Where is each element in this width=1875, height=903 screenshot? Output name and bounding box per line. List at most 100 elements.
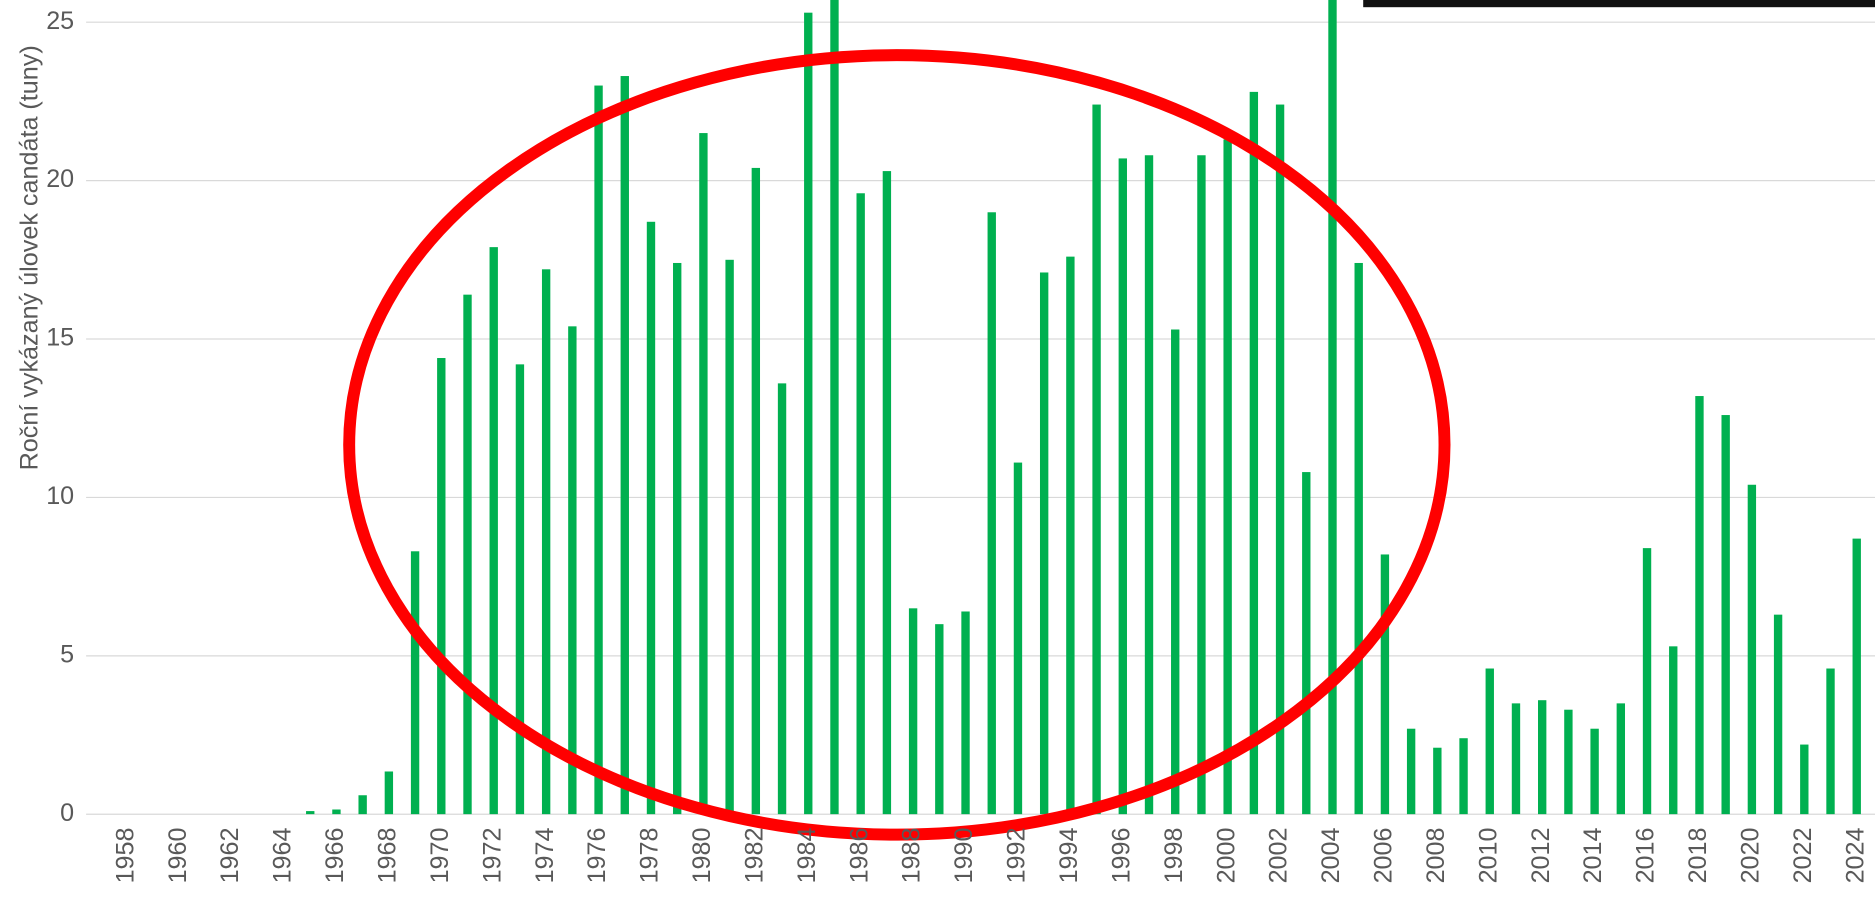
bar [1747,484,1757,815]
y-tick-label: 15 [46,324,74,352]
bar [1406,728,1416,815]
bar [515,364,525,815]
bar [804,12,813,815]
bar [1039,272,1049,815]
bar [306,811,315,815]
x-tick-label: 2012 [1527,827,1555,883]
x-tick-label: 1998 [1160,827,1188,883]
bar [1459,738,1468,815]
bar [1800,744,1809,815]
x-tick-label: 1960 [164,827,192,883]
bar [1275,104,1285,815]
x-tick-label: 1978 [636,827,664,883]
x-tick-label: 1992 [1003,827,1031,883]
bar [1302,472,1311,815]
x-tick-label: 1964 [269,827,297,883]
x-tick-label: 1982 [740,827,768,883]
bar [1616,703,1626,815]
bar [1354,262,1363,815]
bar [332,809,341,815]
x-tick-label: 2018 [1684,827,1712,883]
y-axis-label: Roční vykázaný úlovek candáta (tuny) [16,45,44,470]
bar [620,76,629,815]
x-tick-label: 1958 [111,827,139,883]
x-tick-label: 2010 [1474,827,1502,883]
bar [1564,709,1573,815]
x-tick-label: 2000 [1212,827,1240,883]
bar [1695,396,1704,815]
bar [1642,548,1652,815]
x-tick-label: 1984 [793,827,821,883]
x-tick-label: 1980 [688,827,716,883]
bar [1721,415,1730,815]
x-tick-label: 2008 [1422,827,1450,883]
x-tick-label: 1976 [583,827,611,883]
bar [987,212,996,815]
bar [1092,104,1101,815]
bar [410,551,420,815]
grid [86,21,1875,815]
bar [856,193,865,815]
bar [1066,256,1075,815]
x-tick-label: 2024 [1841,827,1869,883]
bar [1144,155,1154,815]
bar [673,262,682,815]
bar [489,247,498,815]
bar [1197,155,1206,815]
bar [699,133,708,815]
bar [1118,158,1127,815]
x-tick-label: 1988 [898,827,926,883]
bar [541,269,551,815]
bar [1773,614,1783,815]
y-tick-label: 5 [60,640,74,668]
x-tick-label: 1968 [374,827,402,883]
bars [306,0,1861,815]
x-tick-label: 2020 [1737,827,1765,883]
y-tick-label: 25 [46,7,74,35]
bar [594,85,603,815]
bar [1433,747,1442,815]
bar [358,795,367,815]
x-tick-label: 1996 [1107,827,1135,883]
bar [1590,728,1599,815]
bar [1669,646,1678,815]
bar [568,326,577,815]
x-tick-label: 1994 [1055,827,1083,883]
bar [437,358,446,815]
bar [384,771,394,815]
bar [725,259,734,815]
bar [1013,462,1023,815]
bar [1223,139,1232,815]
bar [1826,668,1835,815]
bar [777,383,787,815]
bar [646,221,656,815]
x-tick-label: 1986 [845,827,873,883]
bar [1511,703,1521,815]
x-tick-label: 2022 [1789,827,1817,883]
x-tick-label: 1970 [426,827,454,883]
x-tick-label: 1972 [478,827,506,883]
bar [1380,554,1390,815]
bar [751,167,761,815]
highlight-ellipse [343,49,1451,841]
x-tick-label: 2014 [1579,827,1607,883]
bar [1852,538,1861,815]
y-tick-label: 20 [46,165,74,193]
x-tick-label: 2002 [1265,827,1293,883]
y-tick-label: 0 [60,799,74,827]
bar [1328,0,1337,815]
x-tick-label: 1974 [531,827,559,883]
bar [1538,700,1547,815]
bar [882,171,892,815]
x-tick-label: 2006 [1370,827,1398,883]
bar [463,294,472,815]
bar [908,608,918,815]
bar [935,624,944,815]
x-tick-label: 1966 [321,827,349,883]
bar [961,611,970,815]
x-tick-label: 2004 [1317,827,1345,883]
bar [830,0,839,815]
photo-inset [1363,0,1875,8]
x-tick-label: 1962 [216,827,244,883]
